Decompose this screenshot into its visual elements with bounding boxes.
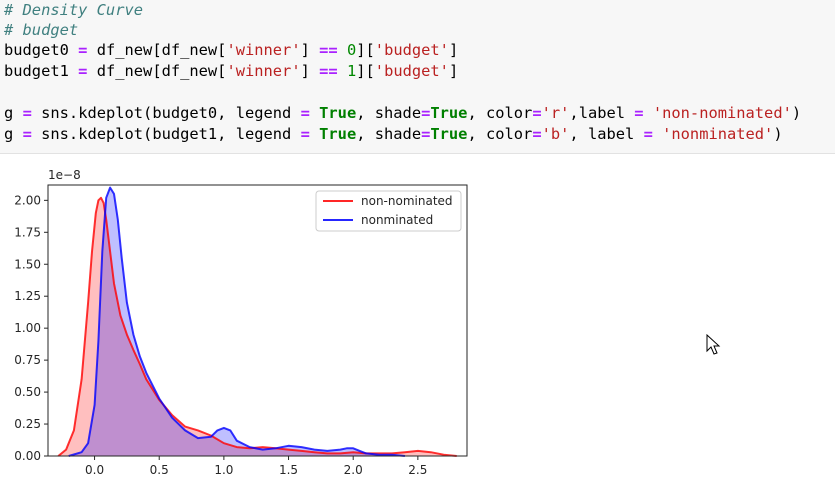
y-scale-label: 1e−8 [48,168,81,182]
code-token: = [78,62,88,80]
code-token: = [421,125,431,143]
y-tick-label: 1.00 [14,321,41,335]
x-tick-label: 0.5 [150,463,169,477]
code-token: = [300,104,310,122]
code-line-1: # Density Curve [4,0,143,21]
code-token: = [634,104,644,122]
code-token: g [4,104,14,122]
code-token: ] [448,62,459,80]
code-token: 'non-nominated' [652,104,792,122]
y-tick-label: 1.50 [14,257,41,271]
code-token: ] [448,41,459,59]
code-token: budget0 [4,41,69,59]
x-tick-label: 2.5 [408,463,427,477]
y-tick-label: 0.75 [14,353,41,367]
code-token: budget1 [4,62,69,80]
code-token: 'nonminated' [662,125,774,143]
code-line-4: budget1 = df_new[df_new['winner'] == 1][… [4,61,458,82]
code-comment: # budget [4,21,79,39]
code-token: 1 [346,62,357,80]
code-token: ,label [569,104,635,122]
x-axis: 0.0 0.5 1.0 1.5 2.0 2.5 [85,456,427,477]
code-token: ) [791,104,802,122]
code-token: 'b' [541,125,570,143]
code-token: ][ [356,62,375,80]
code-token: = [532,104,542,122]
code-token: sns.kdeplot(budget0, legend [41,104,301,122]
x-tick-label: 0.0 [85,463,104,477]
code-token: 0 [346,41,357,59]
code-token: ] [300,41,320,59]
code-token: df_new[df_new[ [96,62,227,80]
code-token: True [430,104,468,122]
y-tick-label: 0.50 [14,385,41,399]
legend-label-non-nominated: non-nominated [361,194,453,208]
code-token: , color [467,104,533,122]
x-tick-label: 2.0 [344,463,363,477]
code-token: = [532,125,542,143]
density-line-nonminated [68,186,406,457]
y-tick-label: 1.75 [14,225,41,239]
plot-frame [47,184,468,457]
code-token: 'winner' [226,41,301,59]
code-token: sns.kdeplot(budget1, legend [41,125,301,143]
code-token: = [22,125,32,143]
code-token: g [4,125,14,143]
code-token: , color [467,125,533,143]
code-line-2: # budget [4,20,78,41]
code-token: = [300,125,310,143]
code-token: ] [300,62,320,80]
code-token: = [643,125,653,143]
code-token: == [319,41,338,59]
legend-label-nonminated: nonminated [361,213,433,227]
code-line-6: g = sns.kdeplot(budget0, legend = True, … [4,103,801,124]
y-tick-label: 2.00 [14,193,41,207]
code-token: ][ [356,41,375,59]
x-tick-label: 1.0 [214,463,233,477]
code-token: True [319,125,357,143]
code-line-3: budget0 = df_new[df_new['winner'] == 0][… [4,40,458,61]
y-tick-label: 0.25 [14,417,41,431]
code-token: True [430,125,468,143]
x-tick-label: 1.5 [279,463,298,477]
code-token: True [319,104,357,122]
code-token: , shade [356,125,422,143]
y-axis: 0.00 0.25 0.50 0.75 1.00 1.25 1.50 1.75 2.00 [14,193,48,463]
cell-output: 1e−8 0.00 0.25 0.50 0.75 1.00 1.25 1.50 1.75 2.0… [0,155,835,482]
code-token: 'winner' [226,62,301,80]
code-token: ) [773,125,783,143]
code-token: = [22,104,32,122]
code-token: = [421,104,431,122]
density-lines [57,186,457,457]
code-token: 'budget' [374,62,449,80]
code-token: , shade [356,104,422,122]
code-input-cell[interactable]: # Density Curve # budget budget0 = df_ne… [0,0,835,154]
legend: non-nominated nonminated [315,190,462,232]
code-comment: # Density Curve [4,1,143,19]
code-token: 'budget' [374,41,449,59]
mouse-cursor-icon [706,334,721,355]
code-token: df_new[df_new[ [96,41,227,59]
code-token: , label [569,125,644,143]
code-token: == [319,62,338,80]
code-line-7: g = sns.kdeplot(budget1, legend = True, … [4,124,783,145]
y-tick-label: 0.00 [14,449,41,463]
kde-density-chart: 1e−8 0.00 0.25 0.50 0.75 1.00 1.25 1.50 1.75 2.0… [14,168,468,477]
y-tick-label: 1.25 [14,289,41,303]
code-token: 'r' [541,104,570,122]
density-area-non-nominated [58,197,457,457]
code-token: = [78,41,88,59]
